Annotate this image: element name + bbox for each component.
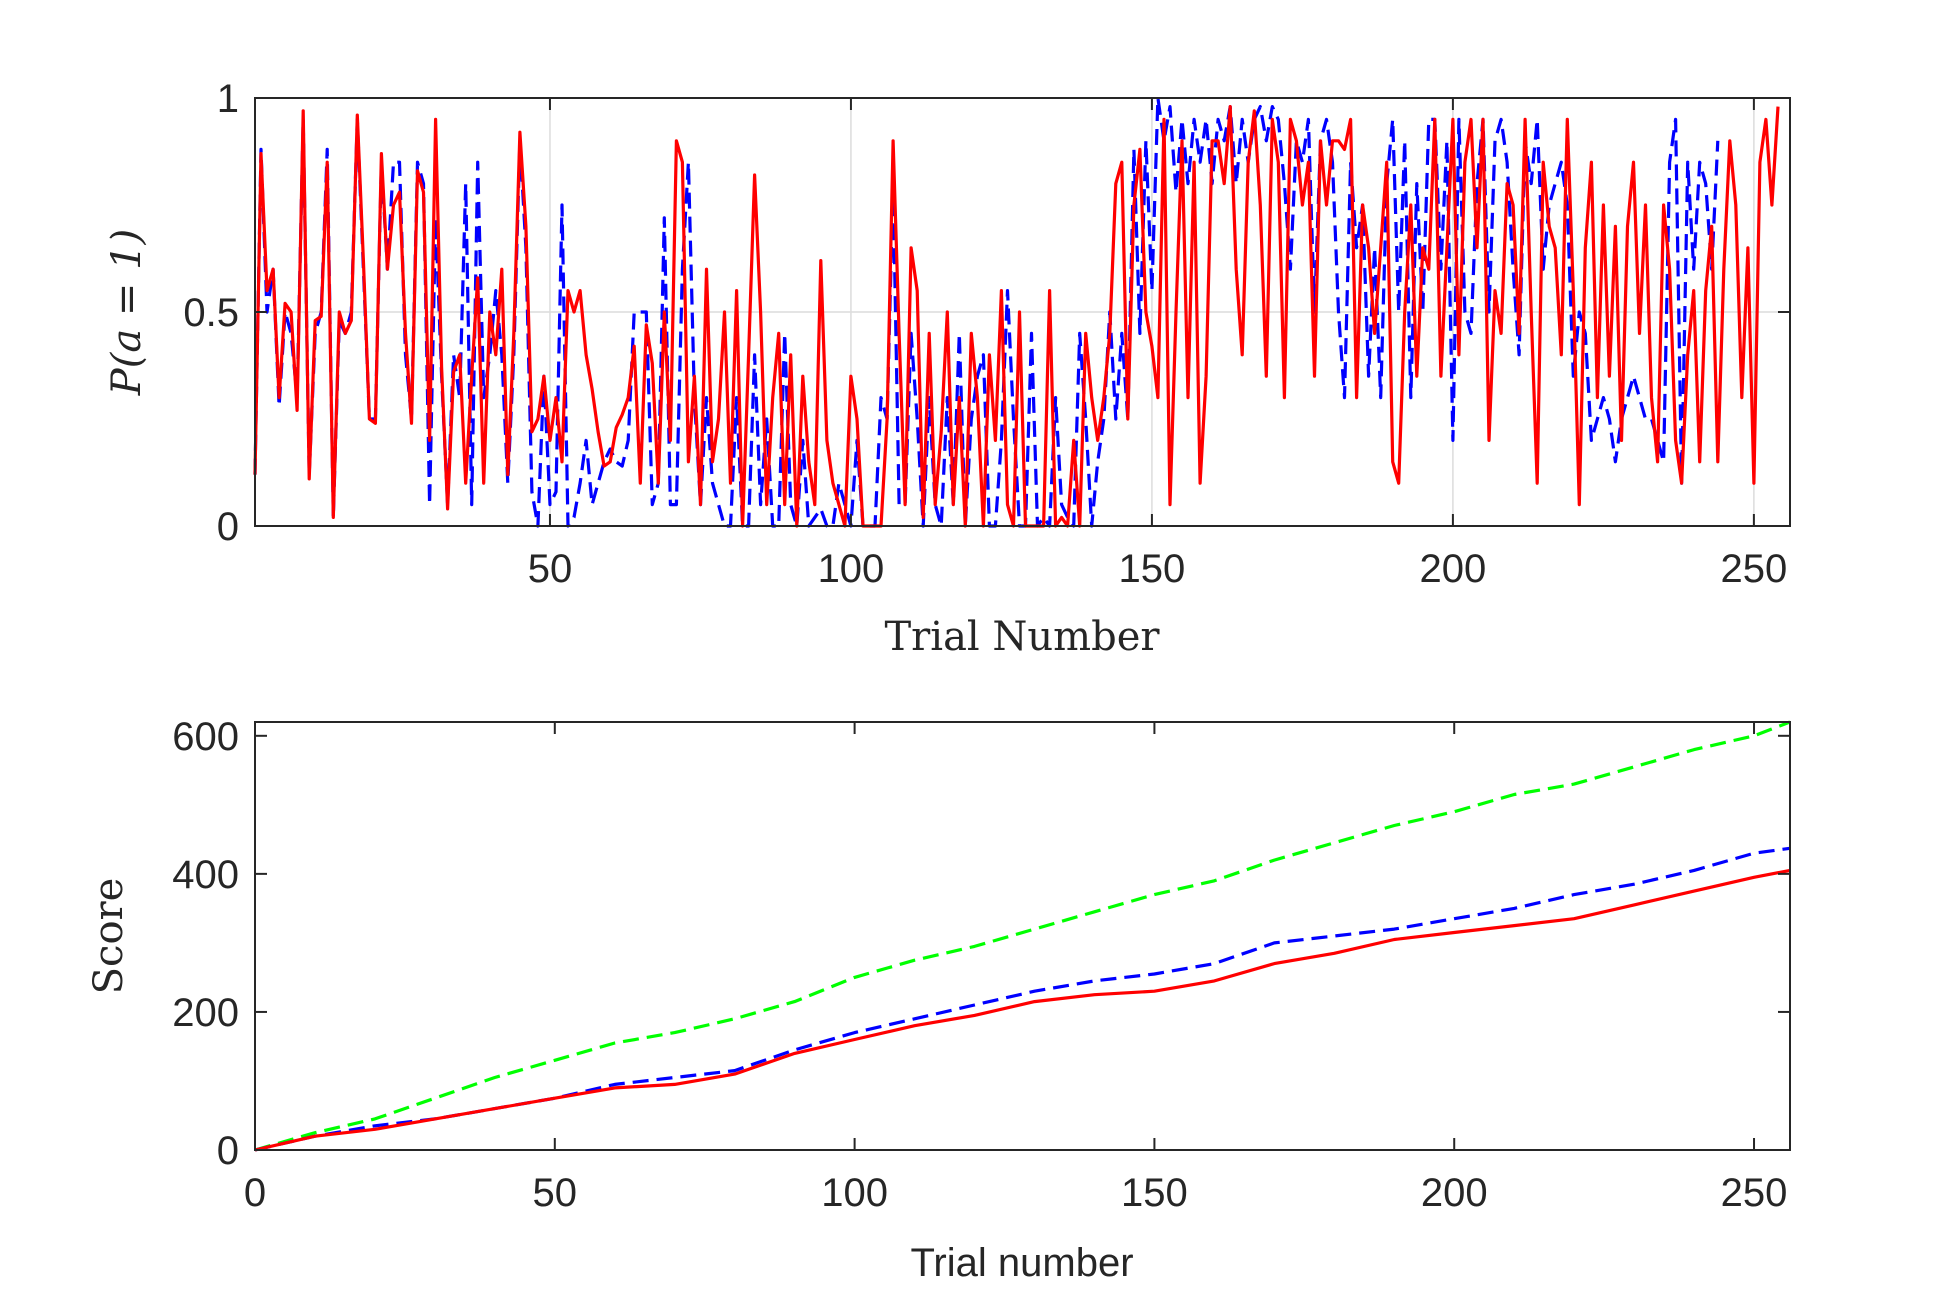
bottom-x-tick-label: 250 [1721,1171,1788,1215]
bottom-x-tick-label: 50 [533,1171,578,1215]
bottom-chart-panel: 0 50 100 150 200 250 0 200 400 600 Trial number S… [86,715,1790,1285]
bottom-x-axis-title: Trial number [910,1241,1133,1285]
bottom-y-tick-label: 400 [172,853,239,897]
top-x-tick-label: 50 [528,547,573,591]
bottom-series-line-0 [255,722,1790,1150]
bottom-x-tick-label: 200 [1421,1171,1488,1215]
bottom-series-group [255,722,1790,1150]
top-y-tick-label: 0 [217,505,239,549]
top-series-line-1 [255,107,1778,526]
top-y-axis-title: P(a = 1) [104,229,150,396]
top-x-tick-label: 200 [1420,547,1487,591]
bottom-ticks: 0 50 100 150 200 250 0 200 400 600 [172,715,1790,1215]
bottom-y-axis-title: Score [86,878,132,995]
top-x-tick-label: 100 [818,547,885,591]
top-chart-panel: 50 100 150 200 250 0 0.5 1 Trial Number P(a = 1… [104,77,1790,660]
bottom-x-tick-label: 0 [244,1171,266,1215]
bottom-y-tick-label: 0 [217,1129,239,1173]
top-ticks: 50 100 150 200 250 0 0.5 1 [183,77,1790,591]
bottom-y-tick-label: 600 [172,715,239,759]
bottom-series-line-2 [255,870,1790,1150]
top-y-tick-label: 1 [217,77,239,121]
bottom-series-line-1 [255,848,1790,1150]
bottom-y-tick-label: 200 [172,991,239,1035]
top-y-tick-label: 0.5 [183,291,239,335]
top-x-tick-label: 150 [1119,547,1186,591]
bottom-x-tick-label: 100 [821,1171,888,1215]
top-x-tick-label: 250 [1721,547,1788,591]
bottom-x-tick-label: 150 [1121,1171,1188,1215]
top-x-axis-title: Trial Number [884,614,1160,660]
